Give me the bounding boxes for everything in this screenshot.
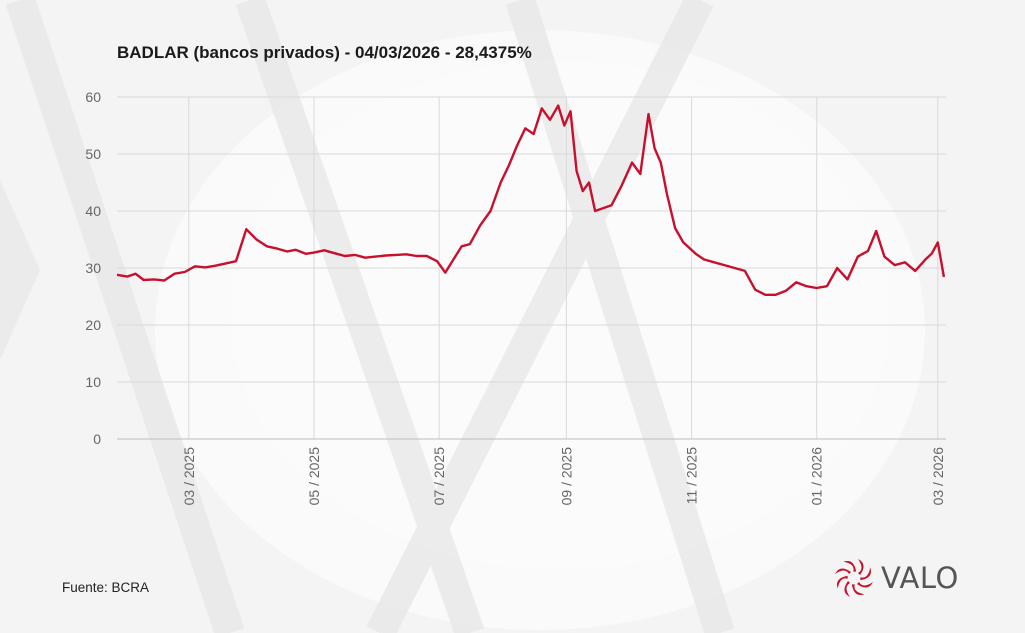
x-tick-label: 07 / 2025 — [431, 447, 447, 506]
y-tick-label: 40 — [85, 203, 101, 219]
y-tick-label: 50 — [85, 146, 101, 162]
valo-logo-icon — [835, 559, 873, 597]
y-tick-label: 0 — [93, 431, 101, 447]
logo-petal — [857, 582, 873, 588]
y-tick-label: 10 — [85, 374, 101, 390]
logo-petal — [860, 567, 871, 581]
chart-title: BADLAR (bancos privados) - 04/03/2026 - … — [117, 43, 532, 62]
y-axis: 0 10 20 30 40 50 60 — [85, 89, 101, 447]
x-tick-label: 03 / 2025 — [181, 447, 197, 506]
logo-petal — [837, 575, 848, 589]
x-tick-label: 03 / 2026 — [930, 447, 946, 506]
x-tick-label: 01 / 2026 — [809, 447, 825, 506]
y-tick-label: 20 — [85, 317, 101, 333]
x-axis: 03 / 2025 05 / 2025 07 / 2025 09 / 2025 11 /… — [181, 447, 946, 506]
valo-logo: VALO — [833, 557, 959, 599]
logo-petal — [844, 581, 850, 597]
y-tick-label: 30 — [85, 260, 101, 276]
series-line-badlar — [116, 104, 946, 296]
logo-text: VALO — [881, 561, 959, 595]
x-tick-label: 05 / 2025 — [306, 447, 322, 506]
logo-petal — [858, 559, 864, 575]
logo-petal — [851, 584, 865, 595]
logo-petal — [843, 561, 857, 572]
x-tick-label: 09 / 2025 — [558, 447, 574, 506]
chart-grid — [117, 96, 946, 440]
x-tick-label: 11 / 2025 — [684, 447, 700, 505]
logo-petal — [835, 568, 851, 574]
y-tick-label: 60 — [85, 89, 101, 105]
source-note: Fuente: BCRA — [62, 580, 150, 595]
